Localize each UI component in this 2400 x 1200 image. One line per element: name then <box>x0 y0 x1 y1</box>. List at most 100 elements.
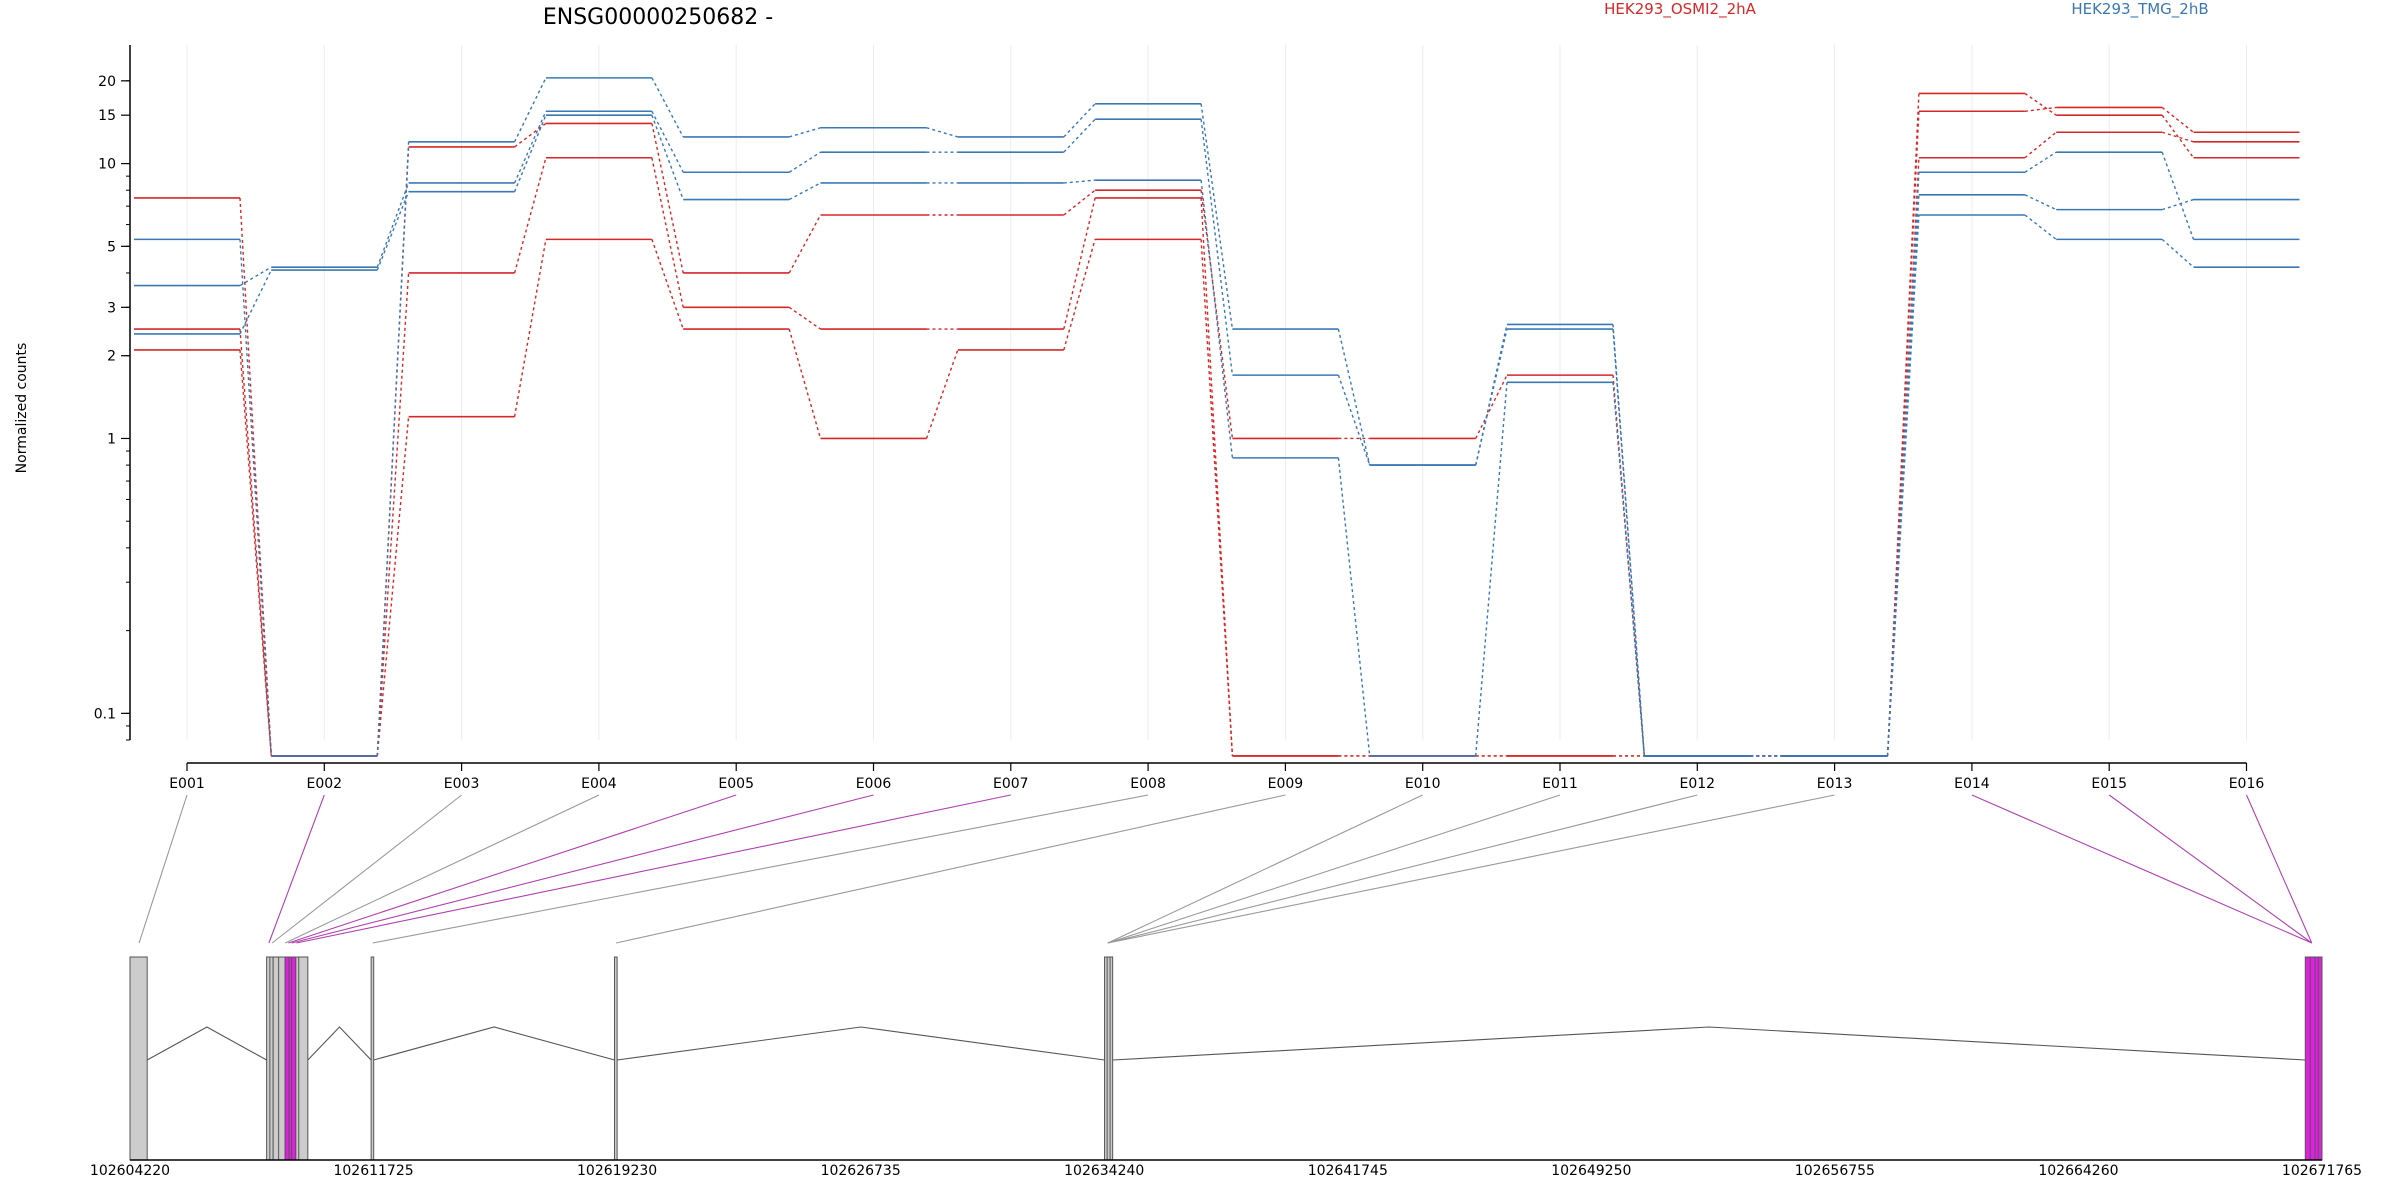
series-connector <box>2024 92 2057 116</box>
mapping-line-E001 <box>138 794 188 944</box>
intron-line <box>373 1026 615 1061</box>
x-tick-label: E016 <box>2229 776 2265 792</box>
mapping-line-E004 <box>284 794 600 944</box>
y-tick-label: 20 <box>98 74 116 90</box>
mapping-line-E011 <box>1107 794 1561 944</box>
series-connector <box>513 157 547 274</box>
series-connector <box>239 266 272 287</box>
genome-coord-label: 102656755 <box>1795 1163 1875 1179</box>
mapping-line-E016 <box>2245 794 2313 944</box>
x-tick-label: E009 <box>1268 776 1304 792</box>
series-connector <box>926 127 958 138</box>
x-tick-label: E014 <box>1954 776 1990 792</box>
series-1 <box>134 131 2300 757</box>
intron-line <box>146 1026 267 1061</box>
exon-box <box>370 956 375 1161</box>
series-connector <box>513 114 547 192</box>
mapping-line-E003 <box>271 794 462 944</box>
series-connector <box>1337 328 1371 466</box>
series-connector <box>1200 119 1234 376</box>
exon-mapping-lines <box>138 794 2313 944</box>
series-connector <box>1063 239 1096 351</box>
series-connector <box>1200 190 1234 439</box>
series-connector <box>1886 172 1920 756</box>
series-connector <box>1612 382 1645 756</box>
series-connector <box>2024 131 2057 159</box>
y-tick-label: 5 <box>107 239 116 255</box>
y-axis: 0.1 1 2 3 5 10 15 20 <box>94 45 131 741</box>
genome-coord-label: 102671765 <box>2282 1163 2362 1179</box>
genome-coord-label: 102664260 <box>2038 1163 2118 1179</box>
mapping-line-E010 <box>1107 794 1423 944</box>
series-connector <box>2161 238 2194 268</box>
series-connector <box>1063 118 1096 153</box>
series-connector <box>1200 239 1234 756</box>
series-connector <box>376 272 410 756</box>
mapping-line-E006 <box>291 794 874 944</box>
genome-coord-label: 102626735 <box>821 1163 901 1179</box>
series-5 <box>134 114 2300 757</box>
series-0 <box>134 92 2300 757</box>
x-tick-label: E010 <box>1405 776 1441 792</box>
series-4 <box>134 110 2300 757</box>
series-connector <box>651 114 684 200</box>
exon-box <box>295 956 309 1161</box>
intron-line <box>1112 1026 2306 1061</box>
genome-coord-label: 102619230 <box>577 1163 657 1179</box>
mapping-line-E005 <box>288 794 737 944</box>
series-connector <box>1200 103 1234 330</box>
series-connector <box>239 349 272 756</box>
exon-box <box>1104 956 1114 1161</box>
mapping-line-E002 <box>268 794 325 944</box>
exon-box <box>2304 956 2323 1161</box>
series-connector <box>2024 106 2057 112</box>
series-connector <box>651 110 684 173</box>
y-tick-label: 15 <box>98 108 116 124</box>
series-connector <box>788 214 822 274</box>
series-connector <box>1886 194 1920 756</box>
x-tick-label: E002 <box>307 776 343 792</box>
series-connector <box>1475 328 1508 466</box>
series-connector <box>2024 151 2057 173</box>
series-connector <box>788 182 821 201</box>
x-tick-label: E015 <box>2091 776 2127 792</box>
y-tick-label: 3 <box>107 300 116 316</box>
genome-coord-label: 102604220 <box>90 1163 170 1179</box>
series-connector <box>788 328 822 439</box>
series-connector <box>1063 179 1096 184</box>
series-connector <box>925 349 959 439</box>
series-connector <box>2161 151 2195 240</box>
x-tick-label: E011 <box>1542 776 1578 792</box>
gene-model <box>129 956 2323 1161</box>
genome-coord-label: 102641745 <box>1308 1163 1388 1179</box>
mapping-line-E008 <box>372 794 1149 944</box>
series-connector <box>1337 457 1371 757</box>
x-tick-label: E008 <box>1130 776 1166 792</box>
mapping-line-E009 <box>616 794 1286 944</box>
x-tick-label: E012 <box>1680 776 1716 792</box>
series-connector <box>1063 197 1096 330</box>
series-connector <box>1063 103 1096 138</box>
series-connector <box>1475 374 1508 439</box>
series-connector <box>2024 214 2057 240</box>
x-tick-label: E004 <box>581 776 617 792</box>
exon-box <box>614 956 618 1161</box>
series-connector <box>1475 382 1508 756</box>
genome-coord-label: 102634240 <box>1064 1163 1144 1179</box>
y-tick-label: 2 <box>107 349 116 365</box>
exon-box <box>129 956 148 1161</box>
chart-title: ENSG00000250682 - <box>543 5 773 30</box>
mapping-line-E015 <box>2108 794 2313 944</box>
series-connector <box>239 329 272 756</box>
series-connector <box>2024 194 2057 211</box>
series-connector <box>239 239 272 756</box>
series-connector <box>513 77 547 143</box>
mapping-line-E014 <box>1971 794 2312 944</box>
x-tick-label: E003 <box>444 776 480 792</box>
series-connector <box>1612 329 1645 756</box>
series-connector <box>376 182 410 268</box>
series-connector <box>513 110 547 184</box>
y-tick-label: 10 <box>98 157 116 173</box>
legend-entry-tmg: HEK293_TMG_2hB <box>2071 0 2208 19</box>
y-tick-label: 0.1 <box>94 706 116 722</box>
